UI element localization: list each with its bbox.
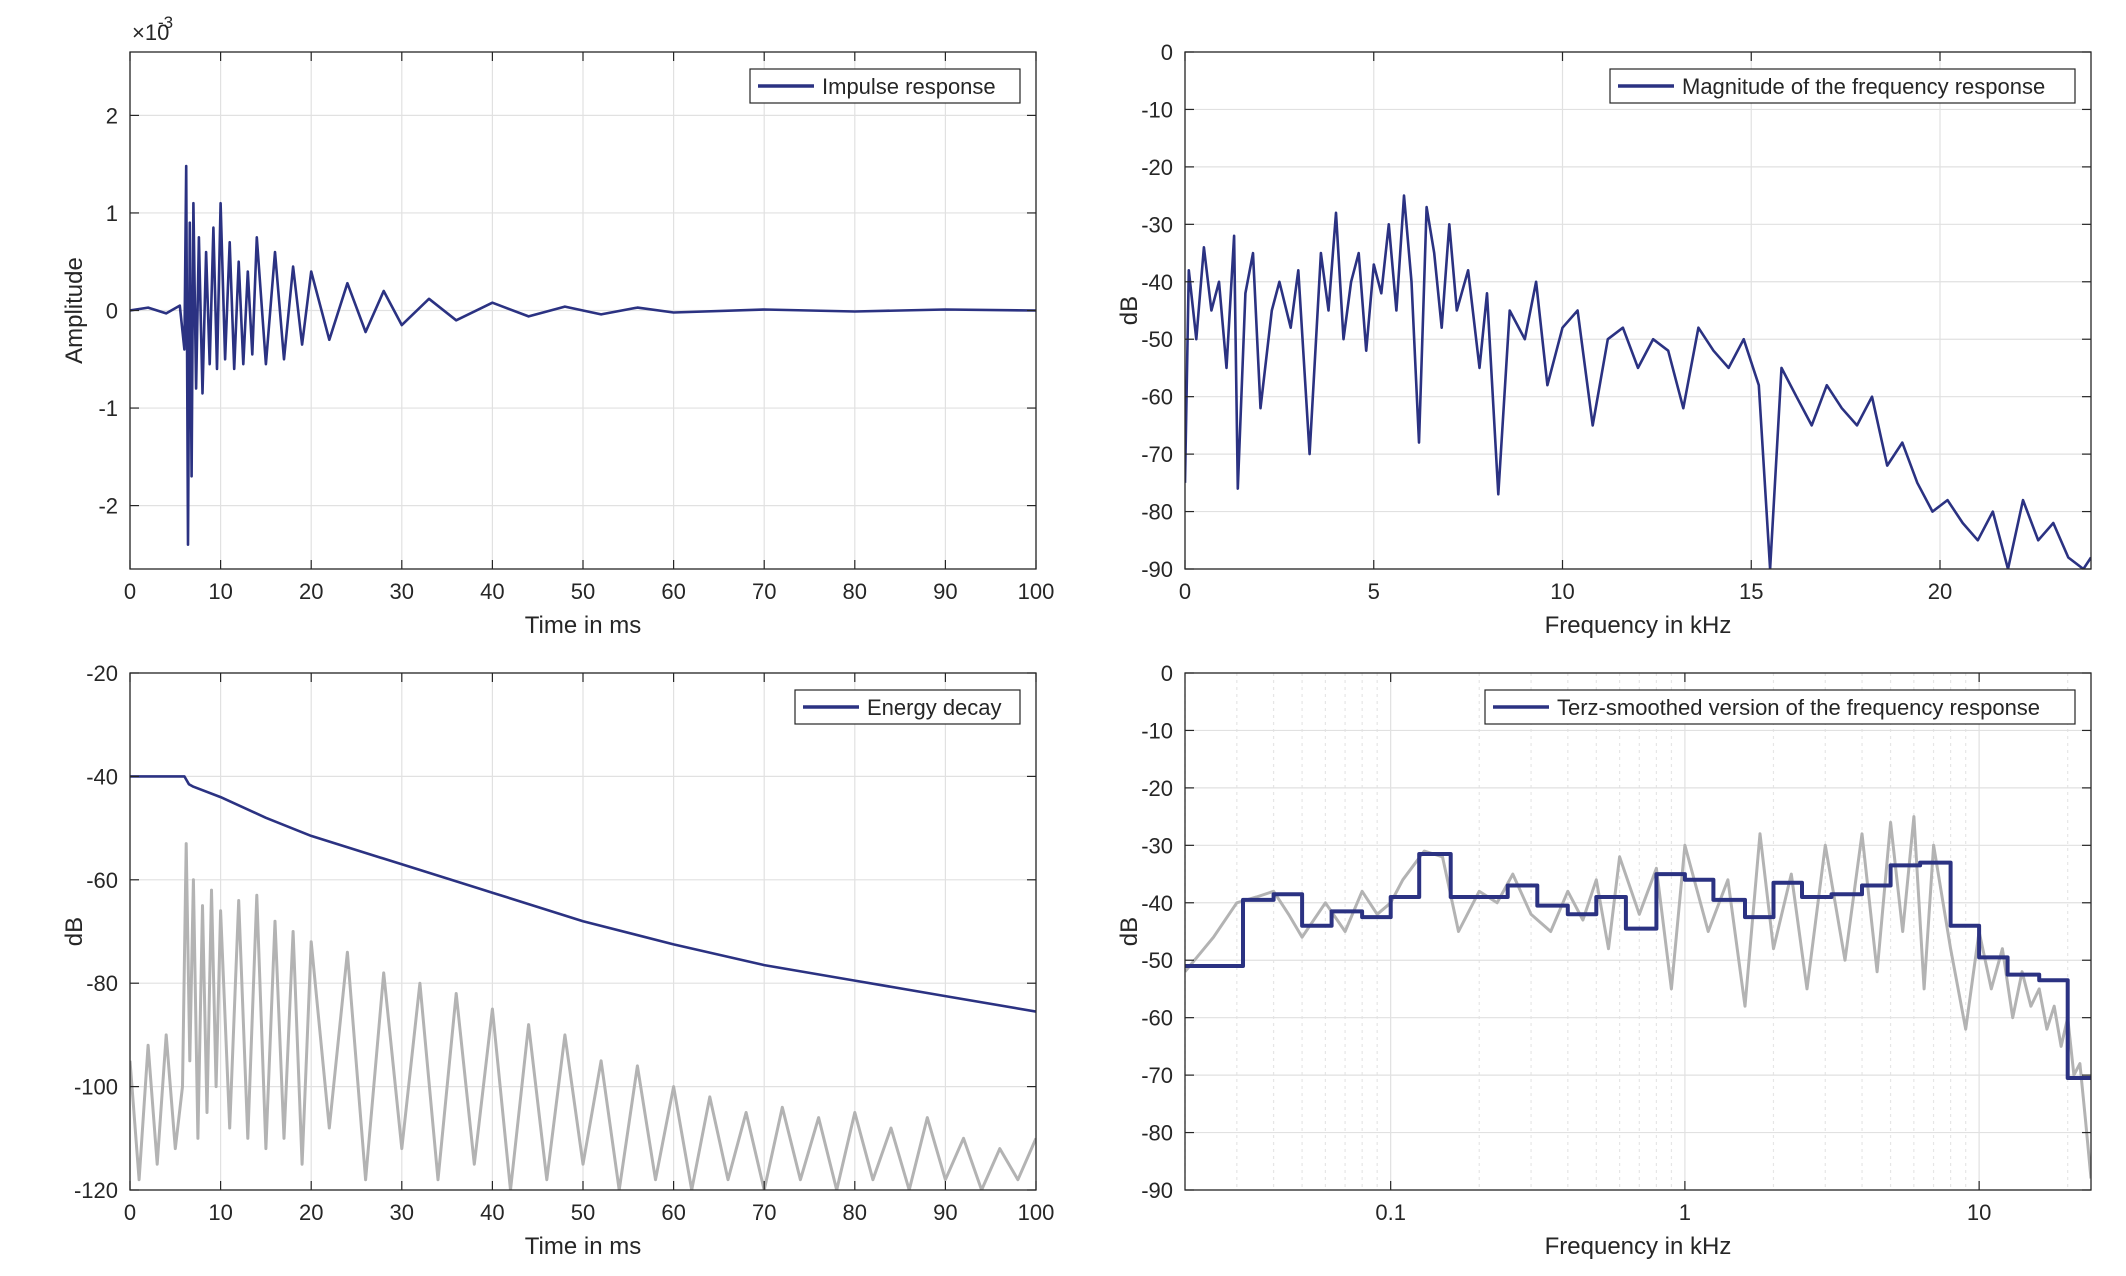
axes-box	[1184, 672, 2092, 1191]
x-tick-label: 60	[661, 579, 685, 604]
x-tick-label: 0.1	[1375, 1200, 1406, 1225]
y-tick-label: 1	[106, 201, 118, 226]
plot-area	[1185, 52, 2091, 569]
x-tick-label: 70	[752, 1200, 776, 1225]
legend: Terz-smoothed version of the frequency r…	[1484, 689, 2076, 725]
y-tick-label: -50	[1141, 327, 1173, 352]
x-tick-label: 10	[208, 579, 232, 604]
x-tick-label: 80	[843, 1200, 867, 1225]
x-tick-label: 20	[1928, 579, 1952, 604]
y-tick-label: -90	[1141, 1178, 1173, 1203]
x-tick-label: 0	[124, 579, 136, 604]
y-tick-label: -30	[1141, 212, 1173, 237]
y-tick-label: -70	[1141, 442, 1173, 467]
y-tick-label: -2	[98, 494, 118, 519]
x-tick-label: 100	[1018, 579, 1055, 604]
y-tick-label: -20	[86, 661, 118, 686]
x-tick-label: 50	[571, 579, 595, 604]
legend: Impulse response	[749, 68, 1021, 104]
x-tick-label: 80	[843, 579, 867, 604]
plot-area	[1185, 673, 2091, 1190]
y-tick-label: 2	[106, 103, 118, 128]
x-tick-label: 10	[208, 1200, 232, 1225]
chart-panel-4: 0.1 1 10 0 -10 -20 -30 -40 -50 -60 -70 -80 -90 Freque…	[1116, 661, 2092, 1260]
x-axis-label: Frequency in kHz	[1545, 612, 1732, 639]
y-tick-label: -80	[1141, 500, 1173, 525]
y-tick-label: -1	[98, 396, 118, 421]
x-tick-label: 15	[1739, 579, 1763, 604]
x-tick-label: 70	[752, 579, 776, 604]
x-axis-label: Time in ms	[525, 1233, 641, 1260]
y-tick-label: -30	[1141, 833, 1173, 858]
legend-box	[1609, 68, 2076, 104]
axes-box	[1184, 51, 2092, 570]
x-tick-label: 40	[480, 579, 504, 604]
y-tick-label: -50	[1141, 948, 1173, 973]
y-tick-label: -100	[74, 1075, 118, 1100]
exponent-label: ×10	[132, 20, 169, 45]
x-tick-label: 50	[571, 1200, 595, 1225]
y-tick-label: -90	[1141, 557, 1173, 582]
x-axis-label: Frequency in kHz	[1545, 1233, 1732, 1260]
y-tick-label: -40	[1141, 891, 1173, 916]
y-tick-label: -20	[1141, 155, 1173, 180]
y-tick-label: -20	[1141, 776, 1173, 801]
x-tick-label: 5	[1368, 579, 1380, 604]
y-axis-label: dB	[61, 917, 88, 946]
x-tick-label: 40	[480, 1200, 504, 1225]
x-tick-label: 60	[661, 1200, 685, 1225]
x-tick-label: 100	[1018, 1200, 1055, 1225]
x-tick-label: 10	[1550, 579, 1574, 604]
y-tick-label: 0	[1161, 661, 1173, 686]
y-tick-label: 0	[1161, 40, 1173, 65]
x-tick-label: 90	[933, 579, 957, 604]
x-tick-label: 30	[390, 579, 414, 604]
series-line-terz-smoothed-version-of-the-frequency-response	[1185, 852, 2091, 1080]
legend-label: Impulse response	[822, 74, 996, 99]
y-tick-label: -70	[1141, 1063, 1173, 1088]
legend: Magnitude of the frequency response	[1609, 68, 2076, 104]
x-tick-label: 30	[390, 1200, 414, 1225]
chart-panel-2: 0 5 10 15 20 0 -10 -20 -30 -40 -50 -60 -70 -80 -90 Freq…	[1116, 40, 2092, 639]
x-tick-label: 90	[933, 1200, 957, 1225]
x-axis-label: Time in ms	[525, 612, 641, 639]
y-axis-label: dB	[1116, 917, 1143, 946]
y-axis-label: Amplitude	[61, 257, 88, 364]
series-line-energy-decay	[130, 775, 1036, 1013]
series-line-impulse-response	[130, 164, 1036, 546]
y-tick-label: -80	[86, 971, 118, 996]
chart-panel-3: 0 10 20 30 40 50 60 70 80 90 100 -20 -40 -60 -80 -100 -1…	[61, 661, 1054, 1260]
x-tick-label: 20	[299, 1200, 323, 1225]
y-tick-label: -10	[1141, 718, 1173, 743]
y-tick-label: -60	[1141, 1006, 1173, 1031]
y-tick-label: -80	[1141, 1121, 1173, 1146]
legend: Energy decay	[794, 689, 1021, 725]
x-tick-label: 10	[1967, 1200, 1991, 1225]
series-line-reference-0	[130, 842, 1036, 1190]
y-tick-label: -10	[1141, 97, 1173, 122]
y-tick-label: 0	[106, 299, 118, 324]
x-tick-label: 0	[124, 1200, 136, 1225]
y-tick-label: -120	[74, 1178, 118, 1203]
series-line-magnitude-of-the-frequency-response	[1185, 194, 2091, 569]
legend-box	[1484, 689, 2076, 725]
exponent-power: -3	[158, 13, 173, 32]
y-tick-label: -60	[86, 868, 118, 893]
x-tick-label: 0	[1179, 579, 1191, 604]
series-line-reference-0	[1185, 815, 2091, 1179]
legend-label: Energy decay	[867, 695, 1002, 720]
y-axis-label: dB	[1116, 296, 1143, 325]
y-tick-label: -40	[86, 764, 118, 789]
x-tick-label: 1	[1679, 1200, 1691, 1225]
y-tick-label: -60	[1141, 385, 1173, 410]
x-tick-label: 20	[299, 579, 323, 604]
chart-panel-1: 0 10 20 30 40 50 60 70 80 90 100 -2 -1 0 1 2 Time in ms A…	[61, 13, 1054, 639]
y-tick-label: -40	[1141, 270, 1173, 295]
legend-label: Terz-smoothed version of the frequency r…	[1557, 695, 2040, 720]
legend-label: Magnitude of the frequency response	[1682, 74, 2045, 99]
